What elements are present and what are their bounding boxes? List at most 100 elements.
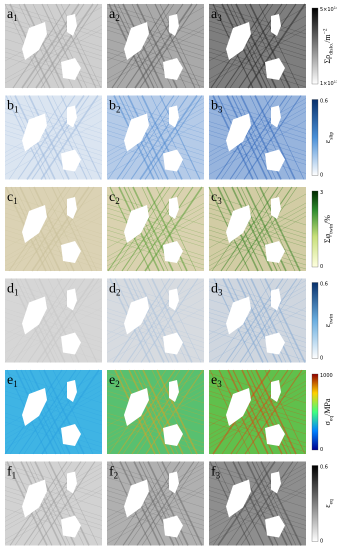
texture [250, 278, 292, 363]
texture [17, 95, 76, 180]
panel-label: e3 [211, 373, 222, 389]
texture [106, 211, 205, 267]
label-part: /MPa [323, 398, 332, 416]
colorbar-max: 5×1014 [320, 6, 337, 13]
texture [4, 299, 103, 330]
texture [28, 461, 87, 546]
texture [123, 278, 165, 363]
panel-letter: e [7, 373, 13, 388]
texture [208, 285, 307, 340]
panel: a3 [208, 3, 307, 89]
texture [151, 278, 193, 363]
texture [106, 51, 205, 83]
texture [28, 95, 70, 180]
texture [231, 95, 273, 180]
texture [18, 278, 77, 363]
texture [24, 369, 66, 455]
texture [161, 461, 203, 546]
texture [106, 321, 205, 352]
texture [4, 111, 103, 166]
texture [263, 95, 305, 180]
panel-subscript: 1 [13, 379, 18, 389]
texture [139, 95, 198, 180]
hole [67, 14, 77, 36]
texture [208, 120, 307, 175]
texture [106, 285, 205, 340]
texture [208, 381, 307, 413]
texture [208, 107, 307, 162]
texture [25, 461, 67, 546]
texture [4, 56, 103, 88]
colorbar [311, 7, 319, 85]
label-part: dislo. [329, 42, 335, 55]
hole [163, 58, 183, 80]
texture [208, 56, 307, 88]
texture [146, 278, 188, 363]
panel-label: b2 [109, 99, 121, 115]
texture [106, 234, 205, 266]
texture [208, 380, 307, 436]
texture [208, 489, 307, 544]
texture [208, 286, 307, 317]
tick-text: 0.6 [320, 465, 328, 471]
texture [208, 371, 307, 427]
colorbar-max: 0.6 [320, 99, 328, 105]
texture [4, 477, 103, 508]
texture [4, 216, 103, 248]
texture [106, 38, 205, 70]
panel-subscript: 3 [216, 471, 221, 481]
texture [4, 285, 103, 340]
texture [4, 24, 103, 80]
hole [22, 479, 47, 518]
texture [4, 499, 103, 530]
texture [36, 186, 95, 272]
texture [4, 393, 103, 449]
panel-label: a1 [7, 7, 18, 23]
texture [260, 461, 302, 546]
texture [106, 143, 205, 174]
texture [208, 385, 307, 417]
texture [106, 225, 205, 257]
texture [208, 490, 307, 521]
panel-subscript: 2 [115, 379, 120, 389]
hole [265, 241, 285, 263]
texture [208, 99, 307, 130]
texture [31, 186, 90, 272]
colorbar-max: 0.6 [320, 282, 328, 288]
label-part: −2 [323, 28, 329, 34]
texture [231, 186, 273, 272]
texture [4, 29, 103, 61]
texture [46, 3, 88, 89]
hole [22, 388, 47, 426]
panel-letter: f [211, 465, 216, 480]
texture [151, 369, 193, 455]
label-part: Σφ [323, 233, 332, 243]
texture [259, 278, 301, 363]
panel-bg [5, 370, 102, 454]
texture [220, 186, 279, 272]
texture [106, 472, 205, 527]
panel: a2 [106, 3, 205, 89]
panel: e2 [106, 369, 205, 455]
texture [4, 99, 103, 130]
texture [106, 102, 205, 157]
texture [254, 95, 296, 180]
panel: e3 [208, 369, 307, 455]
texture [106, 112, 205, 143]
hole [169, 14, 179, 36]
panel-letter: b [109, 99, 116, 114]
texture [117, 278, 176, 363]
texture [4, 215, 103, 271]
panel-letter: a [109, 7, 116, 22]
texture [226, 3, 268, 89]
colorbar [311, 465, 319, 542]
panel-letter: e [211, 373, 217, 388]
hole [265, 58, 285, 80]
tick-text: 1000 [320, 373, 333, 379]
texture [57, 461, 99, 546]
texture [4, 6, 103, 62]
texture [208, 125, 307, 156]
texture [106, 486, 205, 517]
panel-subscript: 2 [115, 13, 120, 23]
texture [56, 186, 98, 272]
